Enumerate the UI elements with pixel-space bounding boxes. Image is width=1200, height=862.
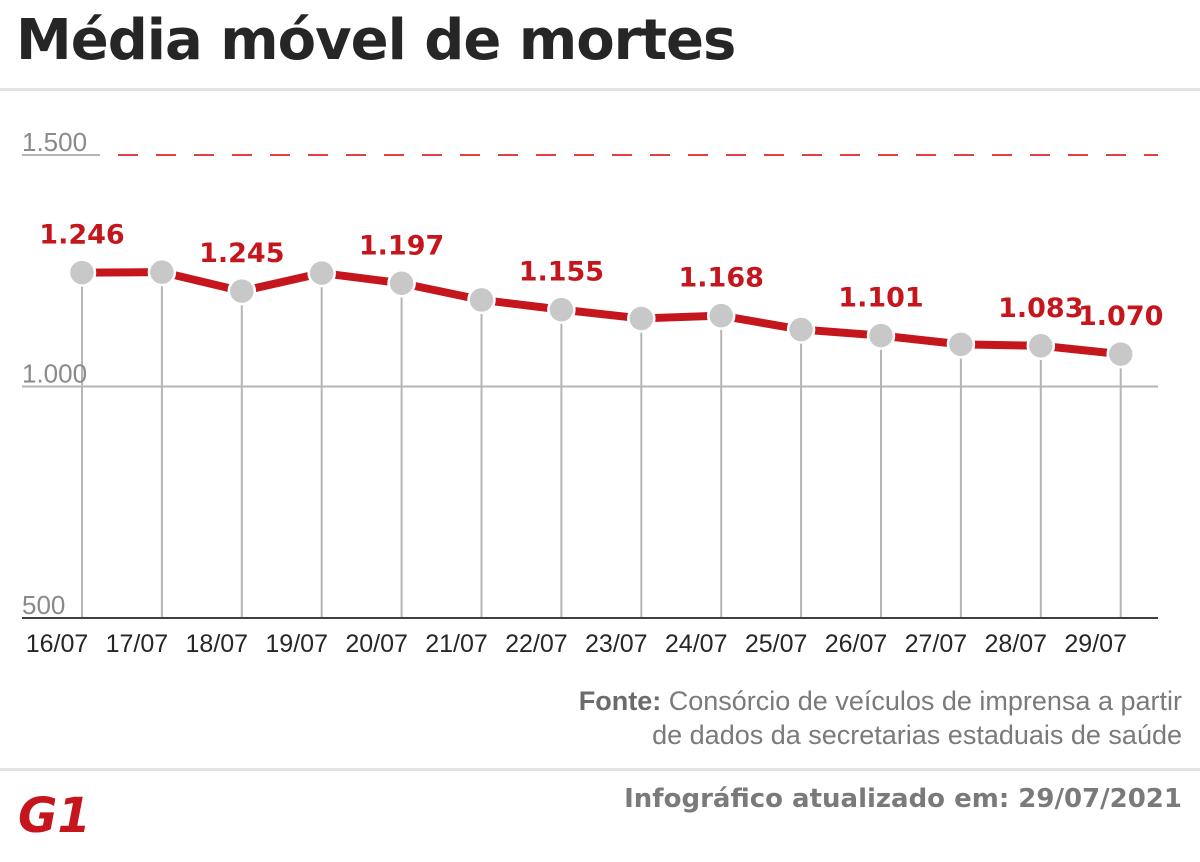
x-tick-label: 28/07 xyxy=(985,630,1048,658)
data-label: 1.197 xyxy=(359,230,444,261)
data-label: 1.246 xyxy=(39,220,124,251)
data-point xyxy=(1106,339,1135,369)
data-point xyxy=(627,304,656,333)
data-point xyxy=(147,257,177,287)
x-tick-label: 22/07 xyxy=(505,630,568,658)
x-tick-label: 29/07 xyxy=(1064,630,1127,658)
chart-title: Média móvel de mortes xyxy=(16,8,736,73)
g1-logo-text: G1 xyxy=(18,790,91,838)
x-tick-label: 23/07 xyxy=(585,630,648,658)
data-point xyxy=(307,258,336,288)
data-label: 1.083 xyxy=(998,293,1083,324)
data-point xyxy=(467,285,496,315)
line-chart: 1.246 1.245 1.197 1.155 1.168 1.101 1.0831.070… xyxy=(22,127,1163,658)
y-tick-label: 1.500 xyxy=(22,127,87,157)
x-tick-label: 24/07 xyxy=(665,630,728,658)
data-point xyxy=(706,301,736,330)
data-point xyxy=(387,269,416,298)
data-point xyxy=(547,295,576,324)
x-tick-label: 18/07 xyxy=(186,630,249,658)
x-tick-label: 17/07 xyxy=(106,630,169,658)
data-point xyxy=(946,330,976,359)
x-tick-label: 20/07 xyxy=(345,630,408,658)
bottom-divider xyxy=(0,768,1200,771)
x-tick-label: 21/07 xyxy=(425,630,488,658)
y-tick-label: 500 xyxy=(22,590,65,620)
source-note: Fonte: Consórcio de veículos de imprensa… xyxy=(579,684,1182,752)
data-label: 1.155 xyxy=(519,257,604,288)
x-tick-label: 26/07 xyxy=(825,630,888,658)
data-point xyxy=(786,315,816,344)
data-label: 1.245 xyxy=(199,238,284,269)
y-tick-label: 1.000 xyxy=(22,359,87,389)
updated-note: Infográfico atualizado em: 29/07/2021 xyxy=(624,784,1182,814)
x-tick-label: 25/07 xyxy=(745,630,808,658)
data-point xyxy=(67,258,97,287)
g1-logo: G1 xyxy=(18,790,91,838)
source-line-2: de dados da secretarias estaduais de saú… xyxy=(652,720,1182,750)
data-point xyxy=(866,321,896,350)
data-point xyxy=(1026,331,1056,361)
source-line-1: Consórcio de veículos de imprensa a part… xyxy=(668,686,1182,716)
x-tick-label: 19/07 xyxy=(265,630,328,658)
source-label: Fonte: xyxy=(578,686,662,716)
data-label: 1.101 xyxy=(838,283,923,314)
x-tick-label: 27/07 xyxy=(905,630,968,658)
data-point xyxy=(227,276,257,306)
data-label: 1.168 xyxy=(678,263,763,294)
top-divider xyxy=(0,88,1200,91)
data-label: 1.070 xyxy=(1078,301,1163,332)
x-tick-label: 16/07 xyxy=(26,630,89,658)
